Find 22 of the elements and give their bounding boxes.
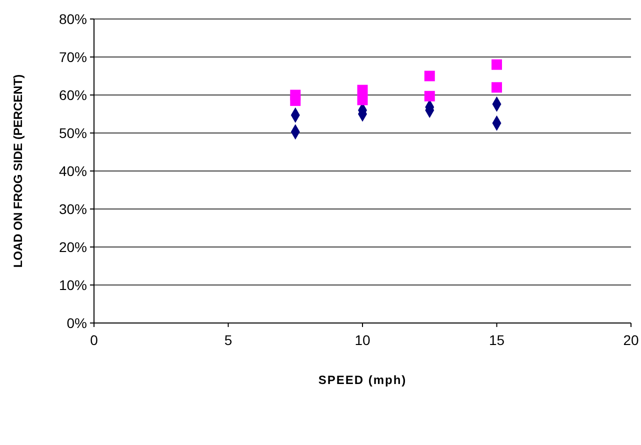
y-axis-title: LOAD ON FROG SIDE (PERCENT) [11, 74, 25, 268]
x-tick-label: 0 [90, 332, 98, 348]
x-tick-label: 20 [623, 332, 639, 348]
y-tick-label: 60% [58, 86, 87, 103]
y-tick-label: 70% [58, 48, 87, 65]
x-tick-label: 15 [488, 332, 505, 348]
y-tick-label: 50% [58, 124, 87, 141]
point [290, 95, 301, 106]
y-tick-label: 40% [58, 162, 87, 179]
y-tick-label: 20% [58, 238, 87, 255]
x-tick-label: 5 [224, 332, 232, 348]
point [492, 59, 502, 70]
point [492, 82, 502, 93]
point [357, 94, 368, 106]
y-tick-label: 80% [58, 10, 87, 27]
y-tick-label: 30% [58, 200, 87, 217]
point [424, 70, 435, 82]
y-tick-label: 0% [66, 314, 87, 331]
y-tick-label: 10% [58, 276, 87, 293]
point [424, 90, 435, 102]
x-axis-title: SPEED (mph) [318, 373, 407, 387]
x-tick-label: 10 [354, 332, 370, 348]
